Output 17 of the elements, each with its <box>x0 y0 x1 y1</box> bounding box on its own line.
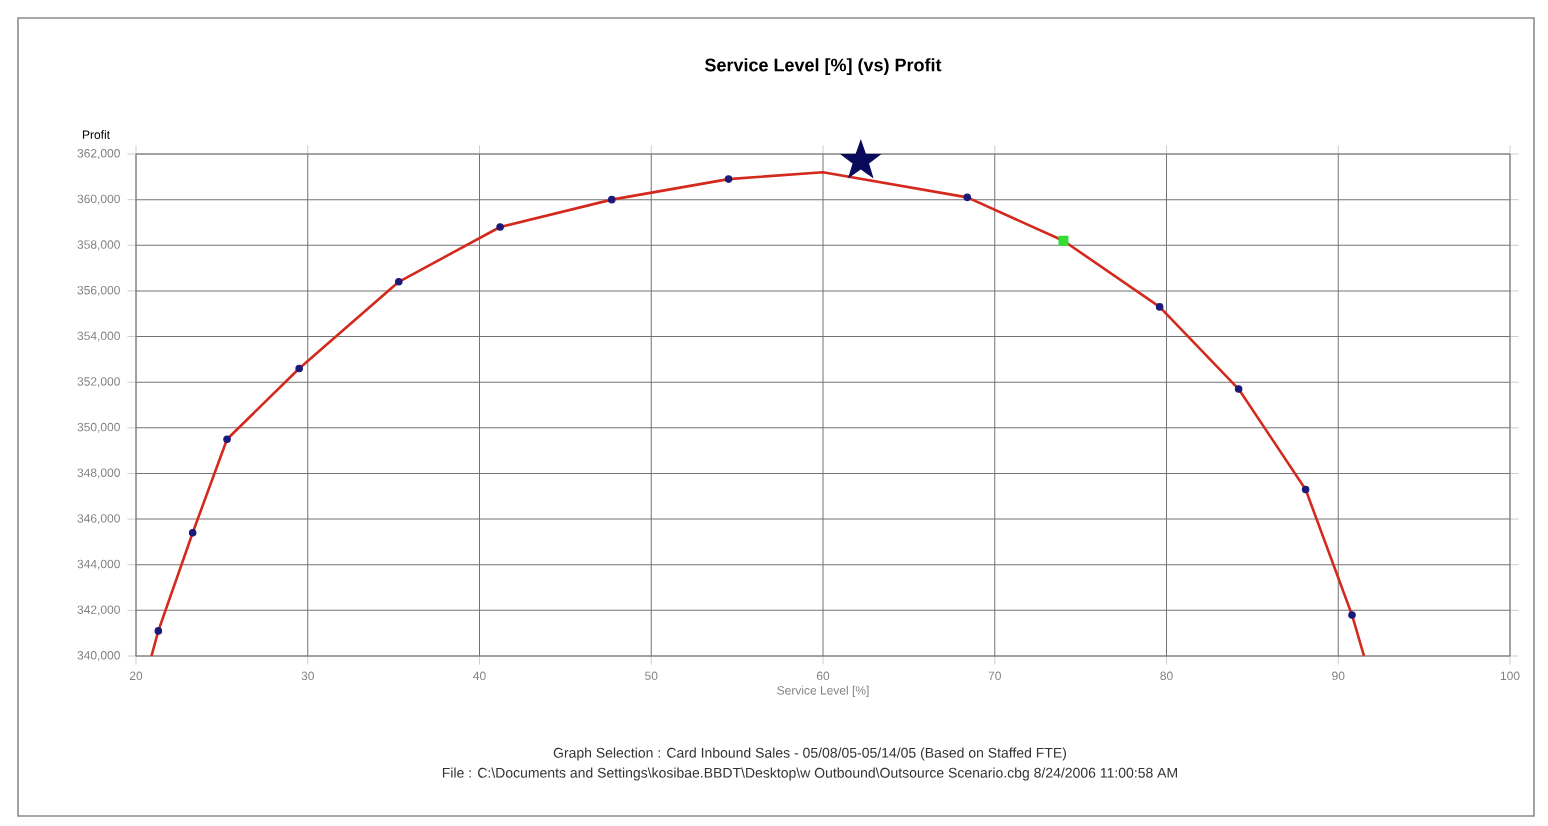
point <box>223 435 231 444</box>
line-series <box>150 170 1366 656</box>
point <box>496 223 504 231</box>
point <box>295 364 303 373</box>
point <box>724 175 733 183</box>
point <box>394 277 403 286</box>
point <box>1155 303 1164 311</box>
point <box>188 528 197 537</box>
point <box>1234 385 1243 393</box>
point <box>154 627 163 635</box>
point <box>841 140 881 178</box>
point <box>963 193 972 202</box>
point <box>607 195 616 204</box>
point <box>1301 485 1310 494</box>
point <box>1058 235 1069 246</box>
point <box>1348 611 1356 619</box>
chart-title: Service Level [%] (vs) Profit <box>705 58 942 75</box>
